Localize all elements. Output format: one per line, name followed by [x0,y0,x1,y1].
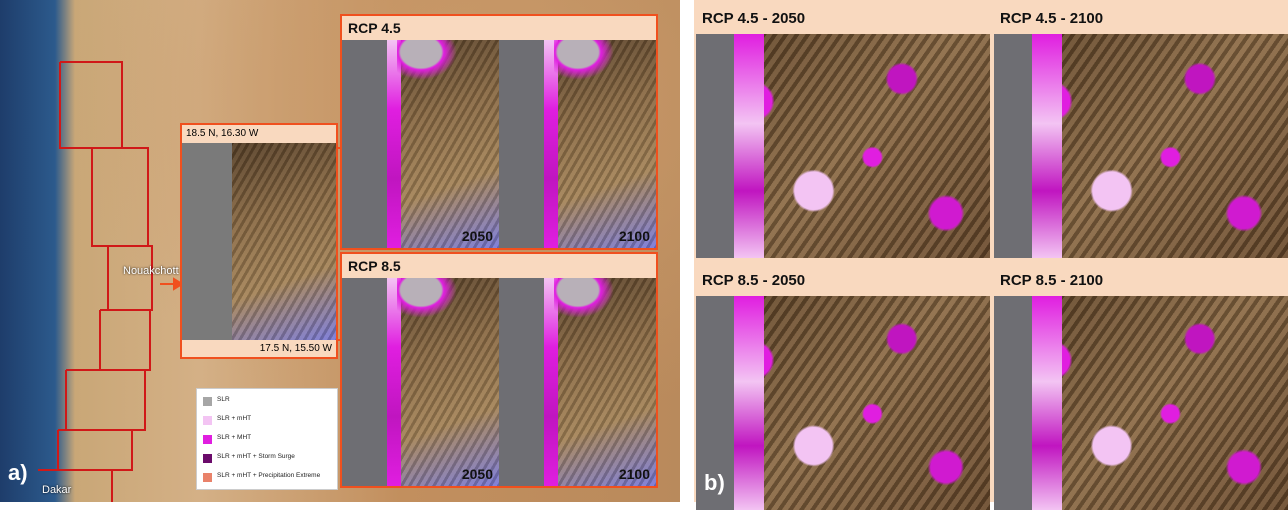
coast-flood [1032,296,1062,510]
scenario-title: RCP 4.5 [348,20,401,36]
legend-label: SLR + mHT [217,415,251,422]
city-label: Dakar [42,484,71,496]
legend: SLR SLR + mHT SLR + MHT SLR + mHT + Storm S… [196,388,338,490]
scenario-map [696,296,990,510]
ocean [342,40,387,248]
legend-swatch [203,397,212,406]
scenario-map: 2100 [499,40,656,248]
scenario-map: 2100 [499,278,656,486]
scenario-panel: RCP 4.5 2050 2100 [340,14,658,250]
scenario-panels: RCP 4.5 2050 2100 RCP 8.5 2050 2100 [340,14,660,490]
region-box [60,62,122,148]
legend-item: SLR + MHT [203,433,333,447]
region-box [58,430,132,470]
flood-area [554,40,614,80]
map-title: RCP 4.5 - 2050 [702,10,805,27]
legend-label: SLR [217,396,230,403]
ocean [342,278,387,486]
panel-label: a) [8,460,28,486]
figure: Nouakchott Dakar a) 18.5 N, 16.30 W 17.5… [0,0,1288,502]
coordinate: 18.5 N, 16.30 W [186,128,258,139]
scenario-title: RCP 8.5 [348,258,401,274]
region-box [108,246,152,310]
legend-swatch [203,435,212,444]
year-label: 2050 [462,228,493,244]
legend-item: SLR + mHT + Storm Surge [203,452,333,466]
panel-b-maps: RCP 4.5 - 2050 RCP 4.5 - 2100 RCP 8.5 - 20… [694,0,1288,502]
scenario-map [994,34,1288,258]
ocean [499,40,544,248]
ocean [994,296,1032,510]
ocean [696,34,734,258]
legend-swatch [203,473,212,482]
ocean [182,143,232,340]
legend-label: SLR + mHT + Precipitation Extreme [217,472,320,479]
legend-swatch [203,454,212,463]
coordinate: 17.5 N, 15.50 W [260,343,332,354]
region-box [92,148,148,246]
region-box [100,310,150,370]
legend-swatch [203,416,212,425]
region-box [66,370,145,430]
coast-flood [734,296,764,510]
panel-label: b) [704,470,725,496]
scenario-map [994,296,1288,510]
ocean [994,34,1032,258]
coast-flood [734,34,764,258]
legend-item: SLR + mHT + Precipitation Extreme [203,471,333,485]
map-title: RCP 8.5 - 2050 [702,272,805,289]
map-title: RCP 4.5 - 2100 [1000,10,1103,27]
ocean [499,278,544,486]
year-label: 2100 [619,466,650,482]
city-label: Nouakchott [123,265,179,277]
scenario-map: 2050 [342,278,499,486]
scenario-map [696,34,990,258]
scenario-panel: RCP 8.5 2050 2100 [340,252,658,488]
inset-image [182,143,336,340]
flood-area [397,278,457,318]
flood-area [554,278,614,318]
year-label: 2050 [462,466,493,482]
legend-item: SLR + mHT [203,414,333,428]
scenario-map: 2050 [342,40,499,248]
legend-label: SLR + mHT + Storm Surge [217,453,295,460]
inset: 18.5 N, 16.30 W 17.5 N, 15.50 W [180,123,338,359]
flood-area [397,40,457,80]
year-label: 2100 [619,228,650,244]
map-title: RCP 8.5 - 2100 [1000,272,1103,289]
legend-label: SLR + MHT [217,434,251,441]
legend-item: SLR [203,395,333,409]
coast-flood [1032,34,1062,258]
